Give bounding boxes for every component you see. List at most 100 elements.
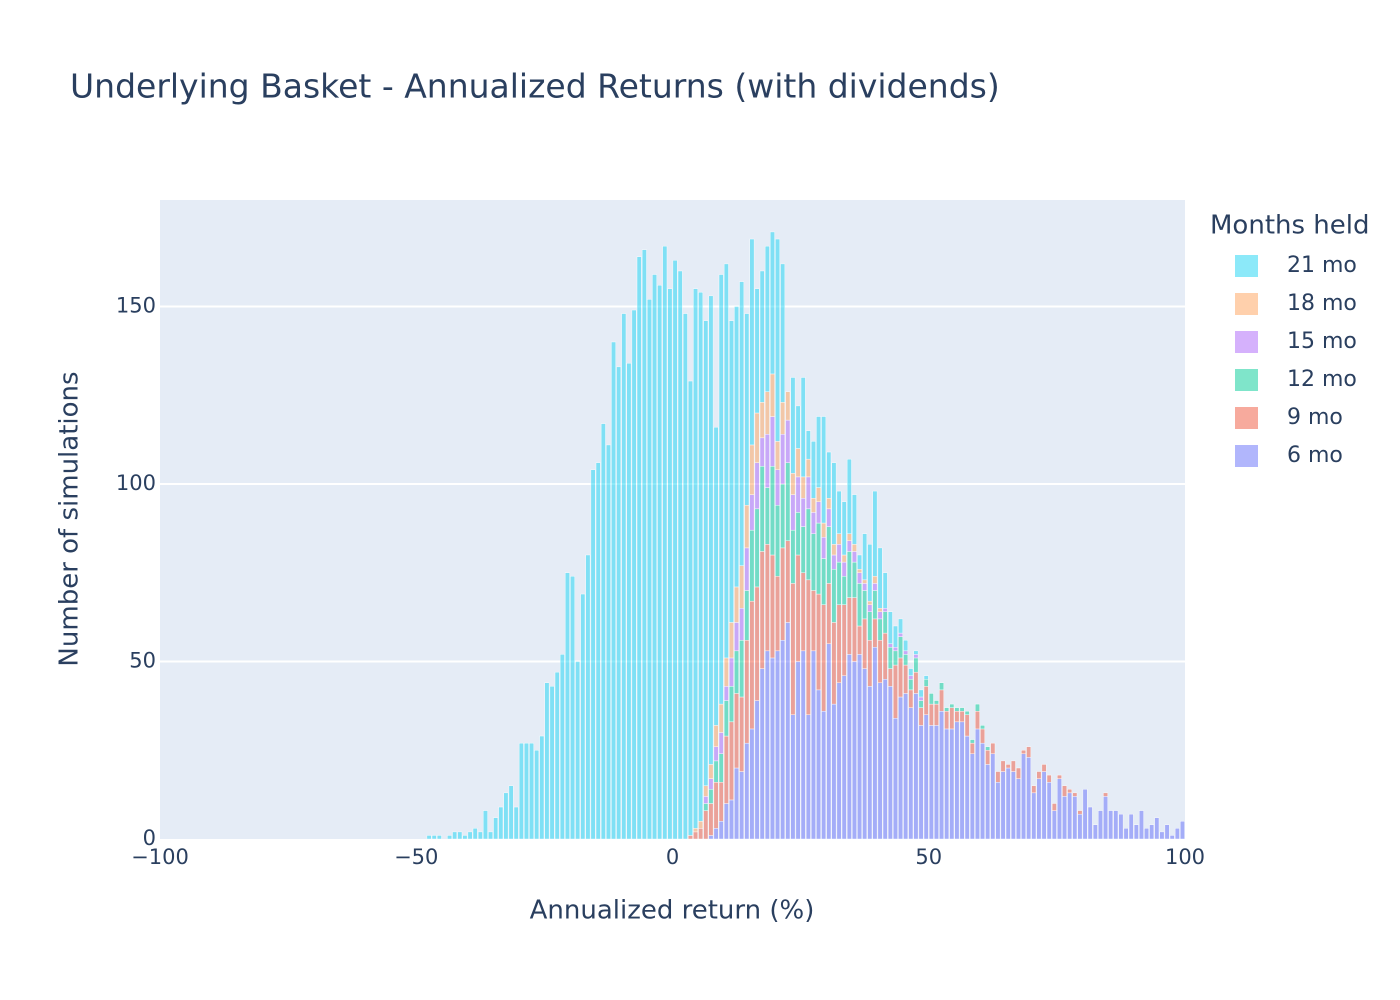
bar-segment: [647, 299, 652, 840]
bar-segment: [729, 320, 734, 623]
bar-segment: [483, 810, 488, 840]
bar-segment: [682, 313, 688, 840]
bar-segment: [621, 313, 627, 840]
bar-segment: [1154, 817, 1160, 840]
bar-segment: [734, 622, 739, 652]
bar-segment: [739, 281, 745, 566]
bar-segment: [734, 693, 739, 769]
bar-segment: [672, 260, 678, 840]
bar-segment: [539, 735, 545, 840]
y-tick-label: 0: [143, 826, 156, 850]
bar-segment: [585, 554, 591, 840]
bar-segment: [488, 831, 493, 840]
bar-segment: [703, 803, 709, 811]
bar-segment: [913, 654, 919, 659]
legend-title: Months held: [1210, 211, 1370, 241]
bar-segment: [467, 831, 473, 840]
y-tick-label: 50: [129, 649, 156, 673]
bar-segment: [857, 572, 862, 584]
bar-segment: [723, 657, 729, 687]
bar-segment: [1005, 767, 1011, 840]
bar-segment: [893, 650, 898, 666]
bar-segment: [795, 661, 801, 840]
bar-segment: [734, 586, 739, 623]
bar-segment: [995, 782, 1001, 840]
legend: 21 mo 18 mo 15 mo 12 mo 9 mo 6 mo: [1235, 253, 1357, 468]
bar-segment: [867, 544, 873, 602]
bar-segment: [698, 292, 704, 822]
bar-segment: [821, 522, 827, 538]
bar-segment: [652, 274, 657, 840]
bar-segment: [713, 828, 719, 840]
bar-segment: [811, 512, 816, 534]
bar-segment: [995, 771, 1001, 783]
bar-segment: [913, 650, 919, 655]
bar-segment: [954, 711, 960, 723]
bar-segment: [872, 583, 878, 591]
bar-segment: [846, 654, 852, 840]
bar-segment: [754, 462, 760, 510]
bar-segment: [882, 632, 888, 680]
bar-segment: [754, 412, 760, 463]
bar-segment: [1149, 824, 1155, 840]
bar-segment: [800, 650, 806, 840]
bar-segment: [908, 679, 914, 691]
bar-segment: [836, 682, 842, 840]
bar-segment: [811, 590, 816, 652]
bar-segment: [969, 739, 975, 744]
bar-segment: [1067, 792, 1073, 840]
bar-segment: [452, 831, 458, 840]
bar-segment: [821, 416, 827, 524]
bar-segment: [713, 725, 719, 747]
bar-segment: [800, 377, 806, 478]
bar-segment: [770, 554, 775, 659]
bar-segment: [985, 750, 991, 765]
bar-segment: [1123, 828, 1129, 840]
bar-segment: [775, 469, 780, 506]
bar-segment: [611, 341, 616, 840]
bar-segment: [754, 700, 760, 840]
x-tick-label: −50: [394, 845, 438, 869]
bar-segment: [1118, 813, 1124, 840]
bar-segment: [836, 533, 842, 545]
bars: [426, 231, 1185, 840]
bar-segment: [688, 835, 693, 840]
bar-segment: [800, 498, 806, 527]
bar-segment: [913, 657, 919, 673]
bar-segment: [759, 270, 765, 403]
bar-segment: [1128, 813, 1134, 840]
bar-segment: [841, 501, 847, 556]
bar-segment: [759, 402, 765, 439]
bar-segment: [1180, 821, 1185, 840]
bar-segment: [887, 686, 893, 840]
bar-segment: [754, 586, 760, 701]
bar-segment: [1051, 803, 1057, 811]
bar-segment: [693, 828, 698, 833]
bar-segment: [882, 572, 888, 609]
bar-segment: [928, 703, 934, 726]
bar-segment: [1016, 778, 1021, 840]
bar-segment: [744, 313, 750, 506]
bar-segment: [703, 810, 709, 840]
bar-segment: [862, 590, 868, 620]
bar-segment: [857, 583, 862, 627]
bar-segment: [754, 288, 760, 414]
bar-segment: [928, 693, 934, 705]
bar-segment: [723, 700, 729, 737]
bar-segment: [934, 703, 939, 726]
bar-segment: [841, 554, 847, 563]
bar-segment: [872, 490, 878, 577]
bar-segment: [749, 728, 755, 840]
plot-area: [160, 200, 1185, 839]
bar-segment: [770, 373, 775, 417]
bar-segment: [1082, 789, 1088, 840]
bar-segment: [1031, 792, 1037, 840]
bar-segment: [790, 377, 796, 474]
bar-segment: [1051, 810, 1057, 840]
bar-segment: [980, 728, 985, 744]
bar-segment: [739, 608, 745, 641]
bar-segment: [913, 671, 919, 694]
bar-segment: [549, 686, 555, 840]
bar-segment: [1103, 796, 1108, 840]
